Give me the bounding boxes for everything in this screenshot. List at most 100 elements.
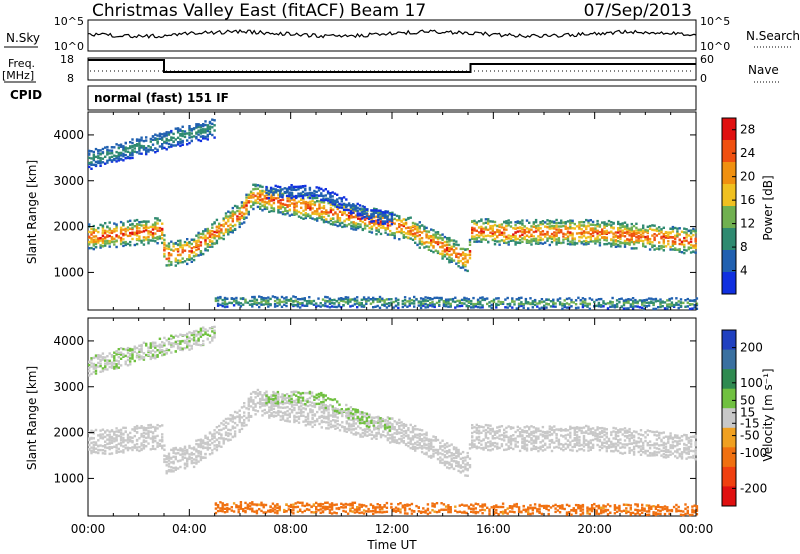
power-cell [331,201,334,204]
velocity-cell [259,391,262,394]
power-cell [167,254,171,257]
power-cell [145,146,148,150]
power-cell [290,195,294,198]
power-cell [341,225,344,229]
power-cell [329,192,332,195]
power-cell [564,222,567,225]
power-cell [534,218,538,222]
power-cell [373,207,376,210]
velocity-cell [452,446,456,449]
power-cell [281,205,285,209]
velocity-cell [238,430,241,433]
power-cell [436,251,440,255]
velocity-cell [284,406,287,409]
power-cell [149,137,152,141]
velocity-cell [587,443,590,446]
velocity-cell [268,409,271,412]
power-cell [625,298,628,302]
power-cell [309,194,312,197]
power-cell [170,143,173,146]
velocity-cell [544,437,547,440]
power-cell [639,228,643,231]
power-cell [195,248,198,252]
power-cell [613,304,617,307]
velocity-cell [464,468,467,471]
velocity-cell [427,449,431,452]
velocity-cell [167,459,171,462]
velocity-cell [295,419,298,422]
nsky-label: N.Sky [6,31,40,45]
power-cell [315,302,318,305]
power-cell [652,301,655,304]
velocity-cell [457,448,460,452]
velocity-cell [179,459,182,462]
power-cell [135,223,139,226]
velocity-cell [290,411,294,414]
velocity-cell [126,446,130,449]
power-cell [677,306,680,310]
power-cell [390,303,393,307]
power-cell [531,300,534,303]
velocity-cell [359,435,362,438]
velocity-cell [573,426,576,430]
velocity-cell [441,461,444,465]
power-cell [452,251,456,254]
velocity-cell [133,434,136,438]
power-cell [427,248,431,251]
power-cell [636,305,639,308]
velocity-cell [544,442,547,445]
velocity-cell [176,467,180,470]
power-cell [338,210,342,213]
velocity-cell [325,417,328,420]
velocity-cell [110,446,114,449]
power-cell [585,236,588,239]
power-cell [101,147,105,151]
velocity-cell [368,433,371,436]
power-cell [632,232,636,235]
power-cell [651,244,654,247]
power-cell [163,134,166,138]
velocity-cell [375,431,378,435]
power-cell [694,231,697,234]
power-cell [327,211,330,214]
power-cell [641,299,644,302]
velocity-cell [231,417,234,420]
power-cell [578,232,581,235]
velocity-cell [569,441,572,444]
power-cell [627,307,630,310]
velocity-cell [138,449,141,453]
power-cell [195,239,198,243]
power-cell [186,139,189,142]
velocity-cell [425,437,428,440]
power-cell [612,243,615,246]
power-cell [142,230,146,233]
power-cell [218,222,221,225]
power-cell [342,208,346,211]
velocity-cell [350,418,353,421]
power-cell [409,237,412,240]
power-cell [555,233,558,236]
velocity-cell [446,466,449,469]
velocity-cell [500,438,504,441]
power-cell [569,243,572,246]
velocity-cell [318,415,321,419]
velocity-cell [423,439,426,442]
power-cell [511,306,514,309]
power-cell [557,239,561,242]
power-cell [514,241,517,244]
power-cell [142,236,146,239]
power-cell [92,155,95,158]
power-cell [279,194,282,198]
velocity-cell [113,432,116,435]
power-cell [487,234,490,237]
power-cell [183,240,187,244]
velocity-cell [147,434,150,437]
power-cell [476,302,480,306]
power-cell [505,221,508,225]
power-cell [163,248,166,252]
velocity-cell [475,436,478,439]
velocity-cell [523,437,526,440]
power-cell [546,222,549,226]
power-cell [477,240,481,243]
power-cell [391,233,394,236]
